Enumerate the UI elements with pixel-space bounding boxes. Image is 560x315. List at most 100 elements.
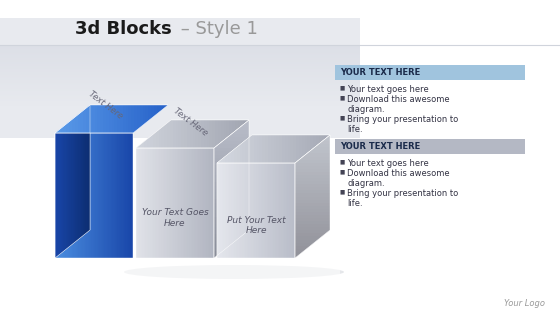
Polygon shape xyxy=(218,163,220,258)
Polygon shape xyxy=(179,120,181,148)
Bar xyxy=(0,96,360,97)
Bar xyxy=(0,105,360,106)
Polygon shape xyxy=(214,186,249,189)
Polygon shape xyxy=(71,133,72,258)
Polygon shape xyxy=(186,148,188,258)
Polygon shape xyxy=(212,120,215,148)
Polygon shape xyxy=(242,163,244,258)
Polygon shape xyxy=(214,137,249,141)
Polygon shape xyxy=(63,105,64,258)
Polygon shape xyxy=(88,105,89,258)
Polygon shape xyxy=(71,105,72,258)
Text: life.: life. xyxy=(347,125,363,134)
Bar xyxy=(0,70,360,71)
Text: Put Your Text
Here: Put Your Text Here xyxy=(227,216,285,235)
Polygon shape xyxy=(85,105,86,258)
Text: 3d Blocks: 3d Blocks xyxy=(75,20,172,38)
Bar xyxy=(0,91,360,92)
Polygon shape xyxy=(250,163,251,258)
Polygon shape xyxy=(86,105,89,133)
Polygon shape xyxy=(89,105,92,133)
Polygon shape xyxy=(295,215,330,218)
Polygon shape xyxy=(214,217,249,220)
Polygon shape xyxy=(295,237,330,239)
Polygon shape xyxy=(62,133,63,258)
Polygon shape xyxy=(295,166,330,169)
Bar xyxy=(0,100,360,101)
Polygon shape xyxy=(295,246,330,249)
Polygon shape xyxy=(160,148,161,258)
Text: ■: ■ xyxy=(339,159,344,164)
Polygon shape xyxy=(242,135,245,163)
Polygon shape xyxy=(214,120,249,123)
Polygon shape xyxy=(241,120,244,148)
Polygon shape xyxy=(73,133,74,258)
Polygon shape xyxy=(55,105,168,133)
Polygon shape xyxy=(157,105,160,133)
Polygon shape xyxy=(214,158,249,161)
Polygon shape xyxy=(214,224,249,227)
Polygon shape xyxy=(217,135,220,163)
Polygon shape xyxy=(245,163,246,258)
Polygon shape xyxy=(58,105,60,133)
Polygon shape xyxy=(58,133,59,258)
Polygon shape xyxy=(125,133,127,258)
Polygon shape xyxy=(295,255,330,258)
Text: Your text goes here: Your text goes here xyxy=(347,85,429,94)
Polygon shape xyxy=(170,120,172,148)
Bar xyxy=(0,79,360,80)
Polygon shape xyxy=(289,163,290,258)
Text: ■: ■ xyxy=(339,95,344,100)
Polygon shape xyxy=(86,133,87,258)
Polygon shape xyxy=(68,133,69,258)
Polygon shape xyxy=(69,105,70,258)
Bar xyxy=(0,89,360,90)
Bar xyxy=(0,58,360,59)
Polygon shape xyxy=(124,133,125,258)
Polygon shape xyxy=(190,120,193,148)
Polygon shape xyxy=(246,120,249,148)
Polygon shape xyxy=(119,133,120,258)
Polygon shape xyxy=(91,133,93,258)
Bar xyxy=(335,65,525,80)
Polygon shape xyxy=(59,133,60,258)
Polygon shape xyxy=(204,120,207,148)
Text: ■: ■ xyxy=(339,189,344,194)
Polygon shape xyxy=(127,133,128,258)
Polygon shape xyxy=(276,163,278,258)
Text: diagram.: diagram. xyxy=(347,105,385,114)
Polygon shape xyxy=(167,148,169,258)
Polygon shape xyxy=(295,230,330,233)
Bar xyxy=(0,46,360,47)
Polygon shape xyxy=(237,120,241,148)
Polygon shape xyxy=(152,148,153,258)
Polygon shape xyxy=(64,105,66,258)
Polygon shape xyxy=(97,105,100,133)
Polygon shape xyxy=(214,148,249,151)
Polygon shape xyxy=(147,148,148,258)
Bar xyxy=(0,87,360,88)
Polygon shape xyxy=(230,163,231,258)
Polygon shape xyxy=(112,133,114,258)
Polygon shape xyxy=(296,135,299,163)
Polygon shape xyxy=(299,135,302,163)
Polygon shape xyxy=(226,135,228,163)
Polygon shape xyxy=(146,105,148,133)
Polygon shape xyxy=(234,135,237,163)
Polygon shape xyxy=(273,163,275,258)
Polygon shape xyxy=(96,133,98,258)
Polygon shape xyxy=(209,148,211,258)
Polygon shape xyxy=(214,151,249,154)
Polygon shape xyxy=(292,163,293,258)
Polygon shape xyxy=(103,105,106,133)
Polygon shape xyxy=(223,163,225,258)
Polygon shape xyxy=(86,105,88,258)
Polygon shape xyxy=(240,135,242,163)
Polygon shape xyxy=(290,163,292,258)
Text: life.: life. xyxy=(347,199,363,208)
Polygon shape xyxy=(220,163,222,258)
Polygon shape xyxy=(143,105,146,133)
Polygon shape xyxy=(134,105,137,133)
Polygon shape xyxy=(200,148,202,258)
Polygon shape xyxy=(60,133,62,258)
